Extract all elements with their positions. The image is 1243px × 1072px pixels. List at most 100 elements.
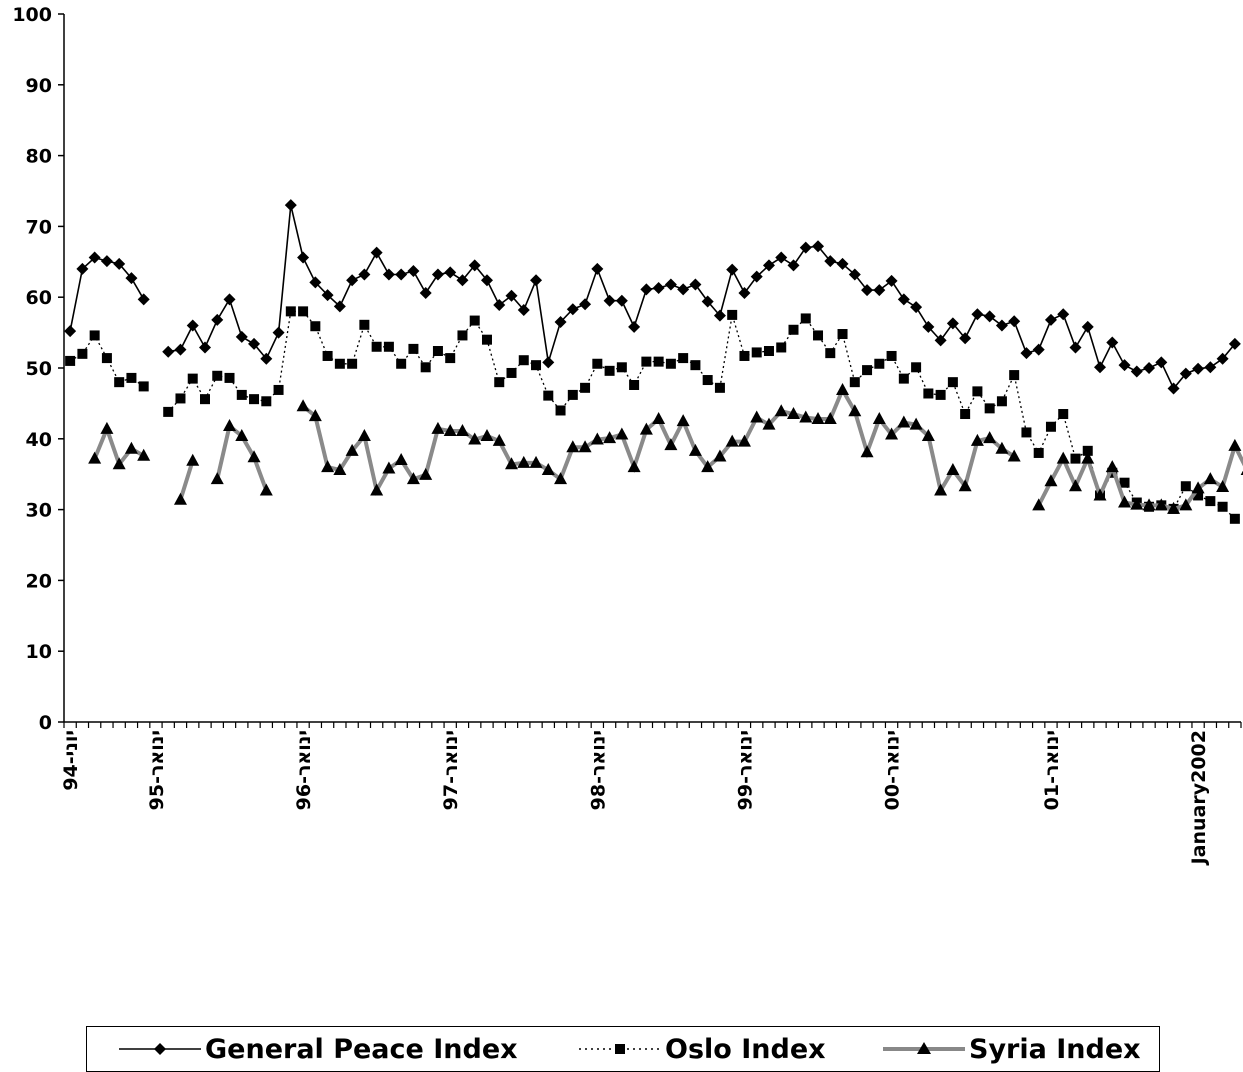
data-point [603, 431, 617, 444]
data-point [285, 306, 296, 317]
y-tick-label: 0 [39, 712, 52, 734]
data-point [138, 381, 149, 392]
data-point [1033, 447, 1044, 458]
y-tick-label: 20 [26, 570, 52, 592]
data-point [480, 428, 494, 441]
data-point [457, 330, 468, 341]
data-point [1008, 315, 1021, 328]
data-point [1009, 370, 1020, 381]
data-point [799, 241, 812, 254]
data-point [750, 410, 764, 423]
data-point [689, 278, 702, 291]
data-point [640, 283, 653, 296]
data-point [321, 460, 335, 473]
data-point [1180, 481, 1191, 492]
legend-item-syria: Syria Index [881, 1031, 1141, 1067]
data-point [394, 453, 408, 466]
data-point [211, 313, 224, 326]
data-point [946, 462, 960, 475]
data-point [921, 428, 935, 441]
data-point [897, 293, 910, 306]
data-point [555, 405, 566, 416]
data-point [996, 396, 1007, 407]
data-point [935, 389, 946, 400]
y-tick-label: 90 [26, 75, 52, 97]
data-point [652, 411, 666, 424]
data-point [1007, 449, 1021, 462]
data-point [1056, 451, 1070, 464]
data-point [408, 343, 419, 354]
y-tick-labels: 0 10 20 30 40 50 60 70 80 90 100 [12, 4, 52, 734]
data-point [1179, 367, 1192, 380]
data-point [543, 390, 554, 401]
data-point [678, 353, 689, 364]
data-point [665, 358, 676, 369]
data-point [909, 417, 923, 430]
series-line-syria-index [178, 460, 195, 501]
data-point [321, 289, 334, 302]
data-point [236, 389, 247, 400]
data-point [505, 289, 518, 302]
data-point [615, 427, 629, 440]
data-point [175, 393, 186, 404]
data-point [787, 259, 800, 272]
data-point [456, 274, 469, 287]
legend-label-syria: Syria Index [969, 1033, 1141, 1065]
data-point [1020, 347, 1033, 360]
data-point [786, 407, 800, 420]
series-general-peace-index [64, 199, 1241, 395]
data-point [873, 284, 886, 297]
chart-legend: General Peace Index Oslo Index Syria Ind… [86, 1026, 1160, 1072]
data-point [163, 406, 174, 417]
data-point [849, 377, 860, 388]
data-point [248, 337, 261, 350]
data-point [395, 268, 408, 281]
data-point [1057, 308, 1070, 321]
data-point [406, 472, 420, 485]
data-point [455, 424, 469, 437]
data-point [627, 460, 641, 473]
data-point [677, 283, 690, 296]
data-point [1032, 498, 1046, 511]
data-point [333, 462, 347, 475]
x-tick-label: ינואר-99 [734, 730, 756, 810]
data-point [1205, 496, 1216, 507]
data-point [861, 284, 874, 297]
data-point [310, 321, 321, 332]
data-point [947, 377, 958, 388]
data-point [604, 365, 615, 376]
data-point [420, 362, 431, 373]
data-point [676, 414, 690, 427]
data-point [186, 319, 199, 332]
data-point [578, 440, 592, 453]
y-tick-label: 80 [26, 146, 52, 168]
data-point [824, 255, 837, 268]
triangle-line-icon [883, 1042, 965, 1054]
data-point [113, 257, 126, 270]
data-point [137, 448, 151, 461]
data-point [1021, 427, 1032, 438]
data-point [629, 379, 640, 390]
data-point [727, 309, 738, 320]
data-point [788, 324, 799, 335]
data-point [112, 457, 126, 470]
data-point [1118, 359, 1131, 372]
data-point [371, 341, 382, 352]
data-point [751, 347, 762, 358]
data-point [739, 350, 750, 361]
data-point [823, 411, 837, 424]
data-point [542, 356, 555, 369]
data-point [701, 460, 715, 473]
data-point [1217, 501, 1228, 512]
diamond-line-icon [119, 1043, 201, 1055]
data-point [407, 265, 420, 278]
data-point [1143, 362, 1156, 374]
x-tick-label: יוני-94 [60, 730, 82, 791]
y-tick-label: 60 [26, 287, 52, 309]
data-point [396, 358, 407, 369]
data-point [259, 483, 273, 496]
data-point [726, 263, 739, 276]
data-point [737, 434, 751, 447]
axes [58, 13, 1242, 728]
data-point [1155, 356, 1168, 369]
